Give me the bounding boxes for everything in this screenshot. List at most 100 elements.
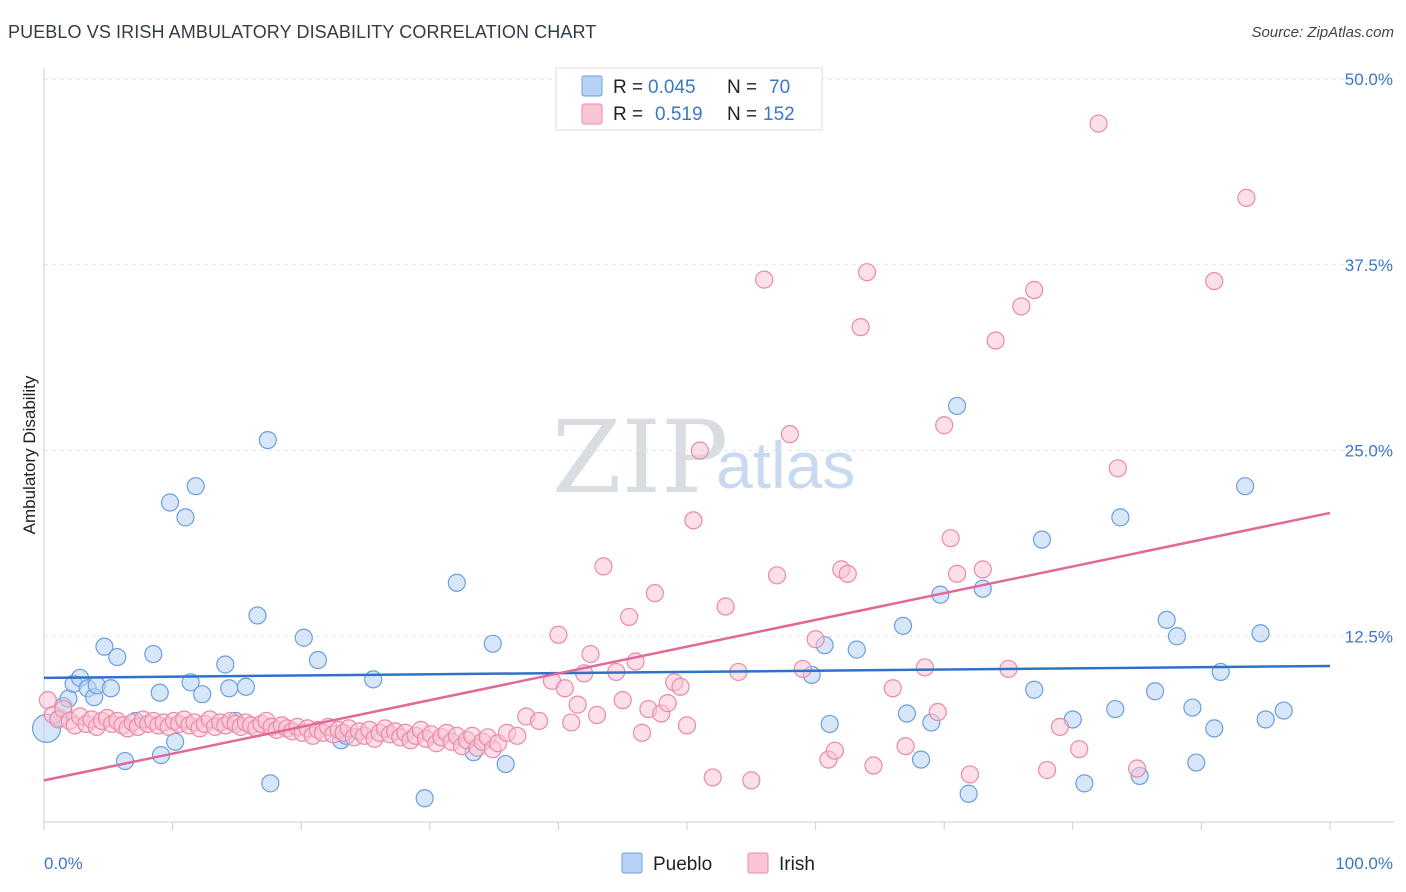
irish-point (613, 691, 632, 710)
pueblo-point (483, 634, 502, 653)
y-tick-label: 37.5% (1345, 256, 1393, 275)
y-tick-label: 12.5% (1345, 627, 1393, 646)
legend-pueblo-n-label: N = (727, 77, 757, 98)
legend-irish-r-value: 0.519 (655, 104, 703, 125)
pueblo-point (181, 673, 200, 692)
pueblo-point (820, 714, 839, 734)
irish-point (973, 560, 992, 579)
pueblo-point (108, 647, 127, 667)
pueblo-point (1075, 774, 1094, 793)
irish-point (581, 644, 600, 664)
irish-point (947, 564, 967, 583)
pueblo-point (248, 606, 267, 625)
legend-pueblo-r-label: R = (613, 77, 643, 98)
irish-point (1089, 114, 1108, 133)
trend-lines (43, 511, 1331, 782)
irish-point (806, 630, 825, 649)
irish-point (851, 318, 870, 337)
irish-point (684, 511, 703, 530)
pueblo-trend-line (43, 664, 1331, 680)
irish-point (755, 270, 774, 289)
irish-point (594, 557, 613, 576)
pueblo-point (897, 704, 917, 723)
irish-point (1205, 271, 1224, 291)
pueblo-point (1205, 719, 1224, 738)
pueblo-point (193, 685, 212, 704)
pueblo-point (364, 670, 383, 689)
pueblo-point (847, 640, 866, 659)
legend-bottom-pueblo-label: Pueblo (653, 854, 712, 875)
legend-irish-n-label: N = (727, 104, 757, 125)
pueblo-point (186, 477, 205, 496)
pueblo-point (911, 750, 931, 769)
irish-point (562, 713, 581, 732)
series-pueblo-points (31, 396, 1293, 808)
legend-pueblo-n-value: 70 (769, 77, 790, 98)
irish-point (915, 658, 935, 677)
legend-bottom-irish-swatch (747, 852, 769, 874)
pueblo-point (947, 396, 967, 416)
pueblo-point (1111, 508, 1130, 527)
irish-point (864, 756, 883, 775)
pueblo-point (959, 784, 978, 803)
pueblo-point (1106, 699, 1125, 719)
irish-point (896, 737, 915, 756)
irish-point (928, 702, 947, 722)
chart-title: PUEBLO VS IRISH AMBULATORY DISABILITY CO… (8, 22, 597, 42)
irish-point (742, 771, 761, 790)
irish-point (530, 711, 549, 731)
irish-point (1108, 459, 1127, 478)
pueblo-point (261, 774, 280, 793)
legend-bottom-pueblo-swatch (621, 852, 643, 874)
pueblo-point (496, 754, 515, 774)
irish-point (838, 564, 857, 583)
irish-point (1037, 760, 1057, 780)
y-tick-label: 25.0% (1345, 442, 1393, 461)
irish-point (671, 677, 690, 696)
irish-point (986, 331, 1005, 350)
irish-point (1127, 759, 1147, 778)
legend-bottom: Pueblo Irish (621, 852, 815, 875)
grid-lines (44, 78, 1394, 637)
irish-point (857, 263, 877, 282)
legend-pueblo-swatch (581, 75, 603, 97)
irish-point (825, 741, 844, 760)
irish-point (508, 726, 527, 745)
irish-trend-line (43, 511, 1331, 782)
pueblo-point (308, 650, 328, 670)
pueblo-point (294, 628, 313, 647)
irish-point (549, 625, 568, 644)
irish-point (645, 584, 664, 603)
pueblo-point (1032, 530, 1052, 549)
irish-point (941, 529, 960, 548)
legend-irish-r-label: R = (613, 104, 643, 125)
pueblo-point (176, 508, 195, 527)
pueblo-point (1183, 698, 1202, 717)
pueblo-point (1167, 627, 1187, 646)
irish-point (793, 659, 812, 679)
pueblo-point (220, 679, 239, 698)
pueblo-point (1025, 680, 1044, 699)
irish-point (632, 723, 652, 742)
pueblo-point (1274, 701, 1293, 720)
pueblo-point (95, 637, 114, 656)
pueblo-point (216, 655, 235, 674)
y-axis-label: Ambulatory Disability (20, 375, 39, 534)
irish-point (555, 679, 574, 698)
irish-point (1025, 280, 1044, 300)
irish-point (703, 768, 722, 787)
legend-irish-swatch (581, 103, 603, 125)
pueblo-point (236, 677, 256, 696)
irish-point (935, 416, 954, 435)
series-irish-points (38, 114, 1256, 790)
pueblo-point (144, 644, 163, 664)
irish-point (716, 597, 735, 616)
pueblo-point (258, 430, 277, 450)
x-tick-label-min: 0.0% (44, 854, 83, 873)
legend-bottom-irish-label: Irish (779, 854, 815, 875)
pueblo-point (1251, 624, 1270, 643)
irish-point (1050, 717, 1070, 736)
y-tick-label: 50.0% (1345, 70, 1393, 89)
irish-point (658, 694, 677, 713)
